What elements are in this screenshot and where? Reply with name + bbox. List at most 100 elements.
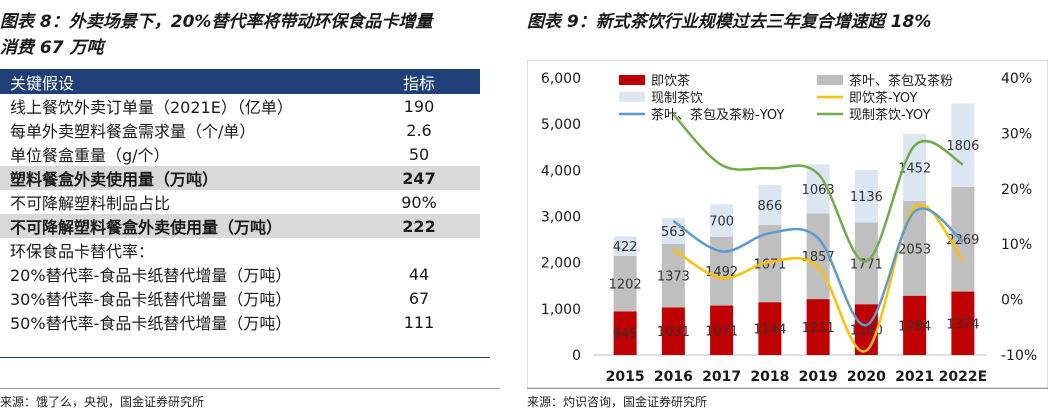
row-label: 30%替代率-食品卡纸替代增量（万吨）	[10, 290, 292, 309]
row-label: 环保食品卡替代率：	[10, 242, 155, 261]
bar-segment	[951, 186, 975, 292]
bar-segment	[903, 133, 927, 201]
bar-segment	[903, 200, 927, 296]
yoy-line	[672, 113, 964, 263]
bar-data-label: 1211	[802, 321, 835, 336]
bar-segment	[951, 291, 975, 355]
bar-segment	[661, 307, 685, 355]
bar-segment	[661, 244, 685, 308]
table-row: 不可降解塑料制品占比 90%	[0, 190, 480, 214]
x-category-label: 2020	[847, 369, 886, 385]
bar-segment	[903, 295, 927, 355]
bar-segment	[710, 204, 734, 237]
left-source-rule	[0, 388, 500, 389]
legend-line-label: 现制茶饮-YOY	[849, 107, 930, 123]
yoy-line	[672, 207, 964, 327]
row-value: 247	[354, 166, 480, 190]
left-axis-tick-label: 4,000	[541, 163, 581, 179]
right-axis-tick-label: 20%	[1001, 182, 1032, 198]
table-row: 单位餐盒重量（g/个） 50	[0, 142, 480, 166]
row-label: 20%替代率-食品卡纸替代增量（万吨）	[10, 266, 292, 285]
bar-data-label: 1071	[705, 324, 738, 339]
header-indicator: 指标	[354, 69, 480, 94]
header-assumption: 关键假设	[0, 69, 354, 94]
bar-data-label: 2053	[898, 242, 931, 257]
row-label: 塑料餐盒外卖使用量（万吨）	[0, 166, 354, 190]
right-title: 图表 9：新式茶饮行业规模过去三年复合增速超 18%	[527, 12, 932, 32]
row-value: 44	[408, 264, 430, 284]
table-bottom-line	[0, 357, 490, 358]
bar-data-label: 1806	[946, 139, 979, 154]
bar-data-label: 1452	[898, 161, 931, 176]
table-header-row: 关键假设 指标	[0, 69, 480, 94]
table-row: 塑料餐盒外卖使用量（万吨） 247	[0, 166, 480, 190]
bar-data-label: 1136	[850, 190, 883, 205]
row-value	[354, 238, 480, 262]
bar-segment	[806, 164, 830, 214]
bar-segment	[854, 222, 878, 305]
right-axis-tick-label: 0%	[1001, 293, 1023, 309]
bar-segment	[854, 170, 878, 223]
left-source: 来源：饿了么，央视，国金证券研究所	[0, 395, 205, 409]
bar-data-label: 1144	[753, 323, 786, 338]
bar-segment	[710, 236, 734, 306]
assumption-table: 关键假设 指标 线上餐饮外卖订单量（2021E）（亿单） 190 每单外卖塑料餐盒需求量…	[0, 69, 480, 334]
legend-series-label: 现制茶饮	[651, 90, 703, 106]
bar-segment	[613, 236, 637, 256]
row-label: 每单外卖塑料餐盒需求量（个/单）	[10, 122, 256, 141]
bar-data-label: 1374	[946, 317, 979, 332]
bar-data-label: 945	[613, 327, 638, 342]
bar-segment	[758, 302, 782, 355]
bar-segment	[613, 255, 637, 312]
legend-line-label: 茶叶、茶包及茶粉-YOY	[651, 107, 784, 123]
bar-data-label: 422	[613, 240, 638, 255]
row-value: 67	[408, 288, 430, 308]
row-value: 90%	[401, 192, 437, 212]
left-title-line1: 图表 8：外卖场景下，20%替代率将带动环保食品卡增量	[0, 12, 433, 32]
right-axis-tick-label: 30%	[1001, 126, 1032, 142]
x-category-label: 2022E	[939, 369, 988, 385]
x-category-label: 2016	[654, 369, 693, 385]
left-axis-tick-label: 2,000	[541, 256, 581, 272]
bar-data-label: 700	[709, 215, 734, 230]
x-category-label: 2015	[606, 369, 645, 385]
x-category-label: 2018	[750, 369, 789, 385]
x-category-label: 2017	[702, 369, 741, 385]
legend-series-swatch	[619, 92, 645, 102]
legend-series-swatch	[619, 75, 645, 85]
bar-segment	[758, 225, 782, 303]
legend-series-label: 即饮茶	[651, 73, 690, 89]
table-row: 每单外卖塑料餐盒需求量（个/单） 2.6	[0, 118, 480, 142]
left-axis-tick-label: 1,000	[541, 302, 581, 318]
legend-series-swatch	[817, 75, 843, 85]
left-axis-tick-label: 5,000	[541, 117, 581, 133]
bar-segment	[710, 305, 734, 355]
table-row: 50%替代率-食品卡纸替代增量（万吨） 111	[0, 310, 480, 334]
bar-segment	[758, 185, 782, 226]
row-label: 不可降解塑料餐盒外卖使用量（万吨）	[0, 214, 354, 238]
yoy-line	[672, 203, 964, 353]
table-row: 线上餐饮外卖订单量（2021E）（亿单） 190	[0, 94, 480, 118]
left-axis-tick-label: 3,000	[541, 210, 581, 226]
assumption-table-wrap: 关键假设 指标 线上餐饮外卖订单量（2021E）（亿单） 190 每单外卖塑料餐盒需求量…	[0, 69, 480, 334]
bar-data-label: 1202	[609, 278, 642, 293]
right-axis-tick-label: 40%	[1001, 71, 1032, 87]
table-row: 环保食品卡替代率：	[0, 238, 480, 262]
table-row: 30%替代率-食品卡纸替代增量（万吨） 67	[0, 286, 480, 310]
row-label: 线上餐饮外卖订单量（2021E）（亿单）	[10, 98, 293, 117]
legend-series-label: 茶叶、茶包及茶粉	[849, 73, 953, 89]
right-axis-tick-label: 10%	[1001, 237, 1032, 253]
table-row: 不可降解塑料餐盒外卖使用量（万吨） 222	[0, 214, 480, 238]
row-value: 222	[354, 214, 480, 238]
bar-segment	[951, 103, 975, 187]
table-row: 20%替代率-食品卡纸替代增量（万吨） 44	[0, 262, 480, 286]
row-value: 190	[403, 96, 435, 116]
bar-data-label: 1031	[657, 325, 690, 340]
bar-segment	[806, 299, 830, 355]
bar-data-label: 1284	[898, 319, 931, 334]
row-value: 111	[403, 312, 435, 332]
bar-data-label: 1771	[850, 257, 883, 272]
bar-data-label: 866	[757, 199, 782, 214]
bar-segment	[613, 311, 637, 355]
right-source-rule	[527, 388, 1048, 389]
